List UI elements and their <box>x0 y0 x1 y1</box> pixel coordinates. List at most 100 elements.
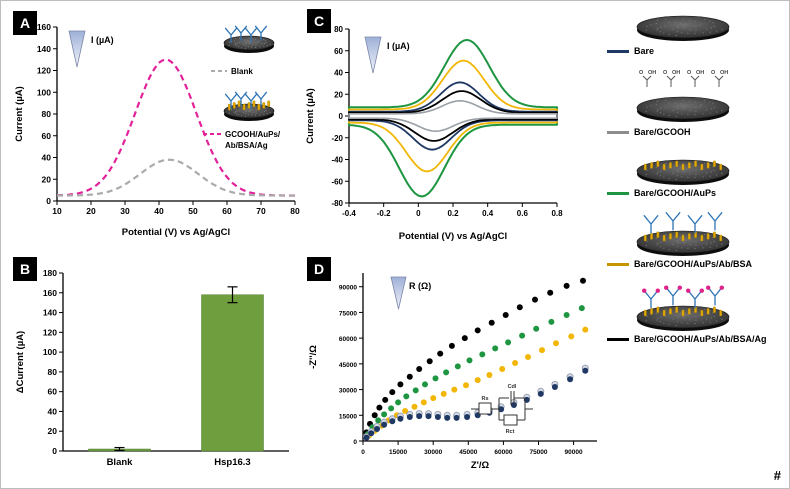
svg-text:40: 40 <box>334 69 343 78</box>
panel-d: D Z'/Ω -Z''/Ω R (Ω) 0 15000 30000 45000 6000… <box>301 253 605 488</box>
svg-text:60: 60 <box>42 131 52 141</box>
legend-swatch <box>607 49 629 53</box>
svg-text:90000: 90000 <box>339 285 357 292</box>
legend-swatch <box>607 191 629 195</box>
panel-b-label: B <box>13 257 37 281</box>
svg-text:20: 20 <box>42 174 52 184</box>
svg-text:15000: 15000 <box>339 413 357 420</box>
svg-text:100: 100 <box>37 87 51 97</box>
a-legend-mod-line2: Ab/BSA/Ag <box>225 141 268 150</box>
panel-c: C Potential (V) vs Ag/AgCl Current (µA) … <box>301 5 571 253</box>
svg-text:-40: -40 <box>331 156 343 165</box>
svg-text:180: 180 <box>43 268 57 278</box>
electrode-disk-ag-icon <box>636 285 730 331</box>
panel-a: A Potential (V) vs Ag/AgCl Current (µA) … <box>7 5 303 251</box>
svg-text:30: 30 <box>120 206 130 216</box>
legend-label: Bare/GCOOH <box>634 127 691 137</box>
b-y-axis-title: ΔCurrent (µA) <box>15 331 26 393</box>
legend-item-aups: Bare/GCOOH/AuPs <box>607 145 745 198</box>
svg-text:160: 160 <box>43 288 57 298</box>
svg-text:Blank: Blank <box>107 457 134 468</box>
svg-text:-60: -60 <box>331 177 343 186</box>
svg-text:0: 0 <box>46 196 51 206</box>
svg-text:40: 40 <box>48 406 58 416</box>
svg-text:45000: 45000 <box>459 449 477 456</box>
svg-text:0: 0 <box>353 439 357 446</box>
svg-text:75000: 75000 <box>339 310 357 317</box>
svg-text:0: 0 <box>361 449 365 456</box>
svg-text:160: 160 <box>37 22 51 32</box>
d-x-axis-title: Z'/Ω <box>471 460 490 471</box>
svg-text:OH: OH <box>696 70 704 76</box>
d-y-axis-title: -Z''/Ω <box>308 345 319 369</box>
legend-item-ag: Bare/GCOOH/AuPs/Ab/BSA/Ag <box>607 277 767 344</box>
svg-text:OH: OH <box>648 70 656 76</box>
svg-text:0.4: 0.4 <box>482 209 494 218</box>
legend-item-plain: Bare <box>607 9 745 56</box>
svg-text:Cdl: Cdl <box>508 384 517 390</box>
electrode-disk-aups-icon <box>636 159 730 185</box>
svg-text:15000: 15000 <box>389 449 407 456</box>
svg-text:120: 120 <box>37 66 51 76</box>
c-x-axis-title: Potential (V) vs Ag/AgCl <box>399 231 507 242</box>
svg-text:20: 20 <box>48 426 58 436</box>
svg-text:O: O <box>687 70 692 76</box>
svg-text:60: 60 <box>222 206 232 216</box>
svg-text:140: 140 <box>37 44 51 54</box>
svg-text:0.8: 0.8 <box>551 209 563 218</box>
electrode-disk-plain-icon <box>636 15 730 41</box>
svg-text:OH: OH <box>672 70 680 76</box>
legend-row: Bare <box>607 46 654 56</box>
svg-text:40: 40 <box>154 206 164 216</box>
panel-b: B ΔCurrent (µA) 0 20 40 60 80 100 120 140 160 180… <box>7 253 303 488</box>
svg-text:60: 60 <box>48 387 58 397</box>
svg-text:0.6: 0.6 <box>517 209 529 218</box>
svg-text:120: 120 <box>43 327 57 337</box>
legend-label: Bare/GCOOH/AuPs/Ab/BSA/Ag <box>634 334 767 344</box>
svg-text:80: 80 <box>48 367 58 377</box>
c-funnel-label: I (µA) <box>387 41 410 51</box>
svg-text:Rct: Rct <box>506 429 515 435</box>
svg-text:O: O <box>639 70 644 76</box>
svg-text:20: 20 <box>86 206 96 216</box>
legend-row: Bare/GCOOH/AuPs/Ab/BSA <box>607 259 752 269</box>
svg-text:O: O <box>663 70 668 76</box>
a-legend-mod-line1: GCOOH/AuPs/ <box>225 130 281 139</box>
a-funnel-label: I (µA) <box>91 35 114 45</box>
svg-text:75000: 75000 <box>529 449 547 456</box>
panel-b-chart: ΔCurrent (µA) 0 20 40 60 80 100 120 140 160 180 Bl… <box>15 268 289 468</box>
panel-a-chart: Potential (V) vs Ag/AgCl Current (µA) I … <box>14 22 300 238</box>
svg-text:45000: 45000 <box>339 362 357 369</box>
modification-legend: Bare O OH O OH O OH O OH Bare/GCOOH Bare/GCOOH/AuP… <box>607 9 787 344</box>
legend-label: Bare/GCOOH/AuPs <box>634 188 717 198</box>
legend-swatch <box>607 262 629 266</box>
legend-swatch <box>607 130 629 134</box>
svg-text:100: 100 <box>43 347 57 357</box>
svg-text:0: 0 <box>416 209 421 218</box>
legend-label: Bare/GCOOH/AuPs/Ab/BSA <box>634 259 753 269</box>
svg-text:0: 0 <box>52 446 57 456</box>
c-y-axis-title: Current (µA) <box>305 88 316 144</box>
a-y-axis-title: Current (µA) <box>14 86 25 142</box>
svg-text:30000: 30000 <box>424 449 442 456</box>
svg-text:80: 80 <box>290 206 300 216</box>
svg-text:140: 140 <box>43 308 57 318</box>
svg-text:60000: 60000 <box>494 449 512 456</box>
svg-text:OH: OH <box>720 70 728 76</box>
svg-text:80: 80 <box>334 25 343 34</box>
electrode-disk-ab-icon <box>636 212 730 256</box>
svg-text:10: 10 <box>52 206 62 216</box>
a-x-axis-title: Potential (V) vs Ag/AgCl <box>122 227 230 238</box>
legend-item-gcooh: O OH O OH O OH O OH Bare/GCOOH <box>607 64 745 137</box>
legend-row: Bare/GCOOH <box>607 127 691 137</box>
svg-text:60: 60 <box>334 47 343 56</box>
svg-text:-0.4: -0.4 <box>342 209 356 218</box>
svg-text:-20: -20 <box>331 134 343 143</box>
panel-d-label: D <box>307 257 331 281</box>
svg-text:O: O <box>711 70 716 76</box>
svg-text:-0.2: -0.2 <box>377 209 391 218</box>
svg-text:70: 70 <box>256 206 266 216</box>
legend-item-ab: Bare/GCOOH/AuPs/Ab/BSA <box>607 206 752 269</box>
panel-a-label: A <box>13 11 37 35</box>
